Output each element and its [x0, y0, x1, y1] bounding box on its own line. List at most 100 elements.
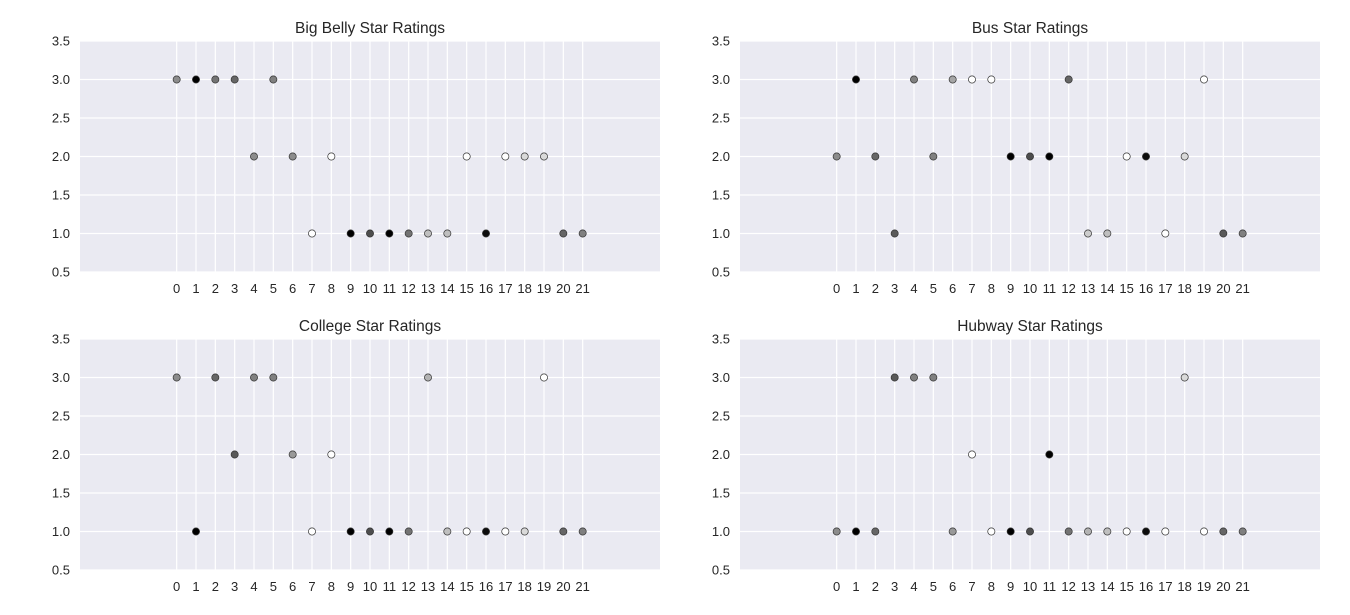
hubway-x-tick-label: 11 — [1043, 579, 1057, 594]
college-y-tick-label: 0.5 — [52, 563, 70, 578]
hubway-x-tick-label: 3 — [891, 579, 898, 594]
hubway-data-point — [832, 527, 841, 536]
hubway-data-point — [1161, 527, 1170, 536]
college-data-point — [462, 527, 471, 536]
hubway-data-point — [910, 373, 918, 382]
bus-x-tick-label: 10 — [1023, 281, 1037, 296]
big-belly-data-point — [520, 152, 529, 161]
big-belly-data-point — [540, 152, 548, 161]
hubway-x-tick-label: 2 — [872, 579, 879, 594]
college-x-tick-label: 5 — [270, 579, 277, 594]
bus-data-point — [987, 75, 996, 84]
big-belly-x-tick-label: 0 — [173, 281, 180, 296]
hubway-x-tick-label: 12 — [1061, 579, 1075, 594]
college-chart: 0.51.01.52.02.53.03.50 1 2 3 4 5 6 7 8 9 10 11 12 13 1… — [52, 318, 660, 594]
hubway-x-tick-label: 13 — [1081, 579, 1095, 594]
bus-x-tick-label: 12 — [1061, 281, 1075, 296]
hubway-x-tick-label: 15 — [1119, 579, 1133, 594]
big-belly-y-tick-label: 0.5 — [52, 265, 70, 280]
bus-data-point — [1238, 229, 1247, 238]
hubway-data-point — [948, 527, 957, 536]
college-data-point — [443, 527, 452, 536]
hubway-x-tick-label: 8 — [988, 579, 995, 594]
college-chart-title: College Star Ratings — [299, 318, 441, 335]
big-belly-data-point — [385, 229, 394, 238]
big-belly-x-tick-label: 18 — [517, 281, 531, 296]
bus-y-tick-label: 0.5 — [712, 265, 730, 280]
big-belly-y-tick-label: 1.5 — [52, 188, 70, 203]
bus-data-point — [1142, 152, 1150, 161]
big-belly-x-tick-label: 12 — [401, 281, 415, 296]
big-belly-x-tick-label: 20 — [556, 281, 570, 296]
college-x-tick-label: 9 — [347, 579, 354, 594]
hubway-data-point — [1045, 450, 1054, 459]
hubway-data-point — [1122, 527, 1131, 536]
college-x-tick-label: 17 — [498, 579, 512, 594]
college-data-point — [559, 527, 568, 536]
hubway-x-tick-label: 1 — [852, 579, 859, 594]
bus-y-tick-label: 3.5 — [712, 34, 730, 49]
hubway-x-tick-label: 10 — [1023, 579, 1037, 594]
big-belly-data-point — [192, 75, 200, 84]
hubway-data-point — [1200, 527, 1208, 536]
hubway-y-tick-label: 0.5 — [712, 563, 730, 578]
hubway-x-tick-label: 17 — [1158, 579, 1172, 594]
bus-x-tick-label: 4 — [910, 281, 917, 296]
big-belly-x-tick-label: 9 — [347, 281, 354, 296]
college-x-tick-label: 21 — [575, 579, 589, 594]
bus-x-tick-label: 13 — [1081, 281, 1095, 296]
hubway-x-tick-label: 0 — [833, 579, 840, 594]
college-data-point — [404, 527, 413, 536]
hubway-y-tick-label: 3.5 — [712, 332, 730, 347]
bus-data-point — [1219, 229, 1228, 238]
bus-y-tick-label: 2.5 — [712, 111, 730, 126]
bus-data-point — [1200, 75, 1208, 84]
big-belly-x-tick-label: 13 — [421, 281, 435, 296]
big-belly-x-tick-label: 19 — [537, 281, 551, 296]
college-x-tick-label: 2 — [212, 579, 219, 594]
bus-data-point — [1064, 75, 1073, 84]
college-data-point — [192, 527, 200, 536]
college-data-point — [366, 527, 374, 536]
big-belly-data-point — [424, 229, 432, 238]
big-belly-y-tick-label: 2.0 — [52, 149, 70, 164]
bus-data-point — [1084, 229, 1092, 238]
bus-y-tick-label: 1.5 — [712, 188, 730, 203]
hubway-x-tick-label: 20 — [1216, 579, 1230, 594]
bus-y-tick-label: 2.0 — [712, 149, 730, 164]
hubway-data-point — [1064, 527, 1073, 536]
big-belly-data-point — [211, 75, 220, 84]
hubway-data-point — [1026, 527, 1034, 536]
bus-data-point — [890, 229, 899, 238]
big-belly-y-tick-label: 3.5 — [52, 34, 70, 49]
hubway-x-tick-label: 19 — [1197, 579, 1211, 594]
bus-x-tick-label: 8 — [988, 281, 995, 296]
hubway-chart: 0.51.01.52.02.53.03.50 1 2 3 4 5 6 7 8 9 10 11 12 13 1… — [712, 318, 1320, 594]
bus-x-tick-label: 18 — [1177, 281, 1191, 296]
big-belly-data-point — [346, 229, 355, 238]
bus-x-tick-label: 2 — [872, 281, 879, 296]
bus-x-tick-label: 9 — [1007, 281, 1014, 296]
bus-x-tick-label: 0 — [833, 281, 840, 296]
big-belly-chart: 0.51.01.52.02.53.03.50 1 2 3 4 5 6 7 8 9 10 11 12 13 1… — [52, 20, 660, 296]
big-belly-y-tick-label: 1.0 — [52, 226, 70, 241]
hubway-x-tick-label: 21 — [1235, 579, 1249, 594]
hubway-x-tick-label: 14 — [1100, 579, 1114, 594]
big-belly-x-tick-label: 11 — [383, 281, 397, 296]
big-belly-x-tick-label: 2 — [212, 281, 219, 296]
college-data-point — [250, 373, 258, 382]
bus-data-point — [1026, 152, 1034, 161]
college-x-tick-label: 4 — [250, 579, 257, 594]
big-belly-data-point — [288, 152, 297, 161]
college-data-point — [578, 527, 587, 536]
hubway-x-tick-label: 18 — [1177, 579, 1191, 594]
bus-x-tick-label: 7 — [968, 281, 975, 296]
big-belly-data-point — [172, 75, 181, 84]
college-y-tick-label: 3.5 — [52, 332, 70, 347]
big-belly-chart-title: Big Belly Star Ratings — [295, 20, 445, 37]
big-belly-data-point — [578, 229, 587, 238]
big-belly-x-tick-label: 17 — [498, 281, 512, 296]
hubway-data-point — [1219, 527, 1228, 536]
hubway-y-tick-label: 2.0 — [712, 447, 730, 462]
